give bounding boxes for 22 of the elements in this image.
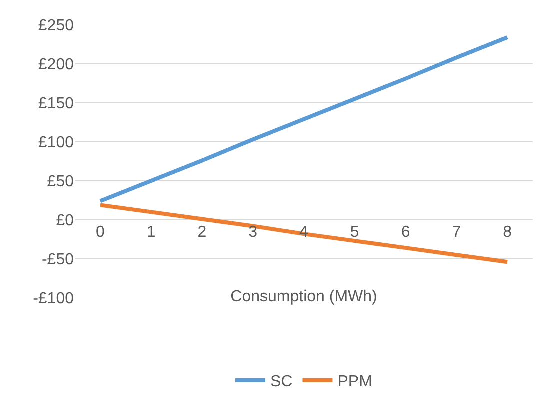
y-tick-label: -£100 (33, 290, 74, 308)
x-tick-label: 1 (146, 224, 156, 241)
y-tick-label: £0 (56, 212, 74, 230)
y-tick-label: £50 (47, 174, 74, 191)
x-tick-label: 2 (198, 224, 207, 241)
x-axis-title: Consumption (MWh) (230, 288, 378, 306)
y-tick-label: -£50 (42, 252, 74, 269)
x-tick-label: 5 (350, 224, 360, 241)
x-tick-label: 4 (300, 224, 309, 241)
y-tick-label: £200 (38, 56, 74, 74)
x-tick-label: 0 (96, 224, 105, 241)
x-tick-label: 8 (503, 224, 512, 241)
legend-label: PPM (338, 374, 372, 391)
x-tick-label: 6 (401, 224, 410, 241)
line-series (98, 203, 510, 264)
y-tick-label: £100 (38, 134, 74, 152)
y-tick-label: £250 (38, 18, 74, 35)
x-tick-label: 3 (248, 224, 258, 241)
y-tick-label: £150 (38, 96, 74, 113)
line-series (98, 35, 510, 204)
x-tick-label: 7 (452, 224, 462, 241)
legend-label: SC (270, 374, 293, 391)
